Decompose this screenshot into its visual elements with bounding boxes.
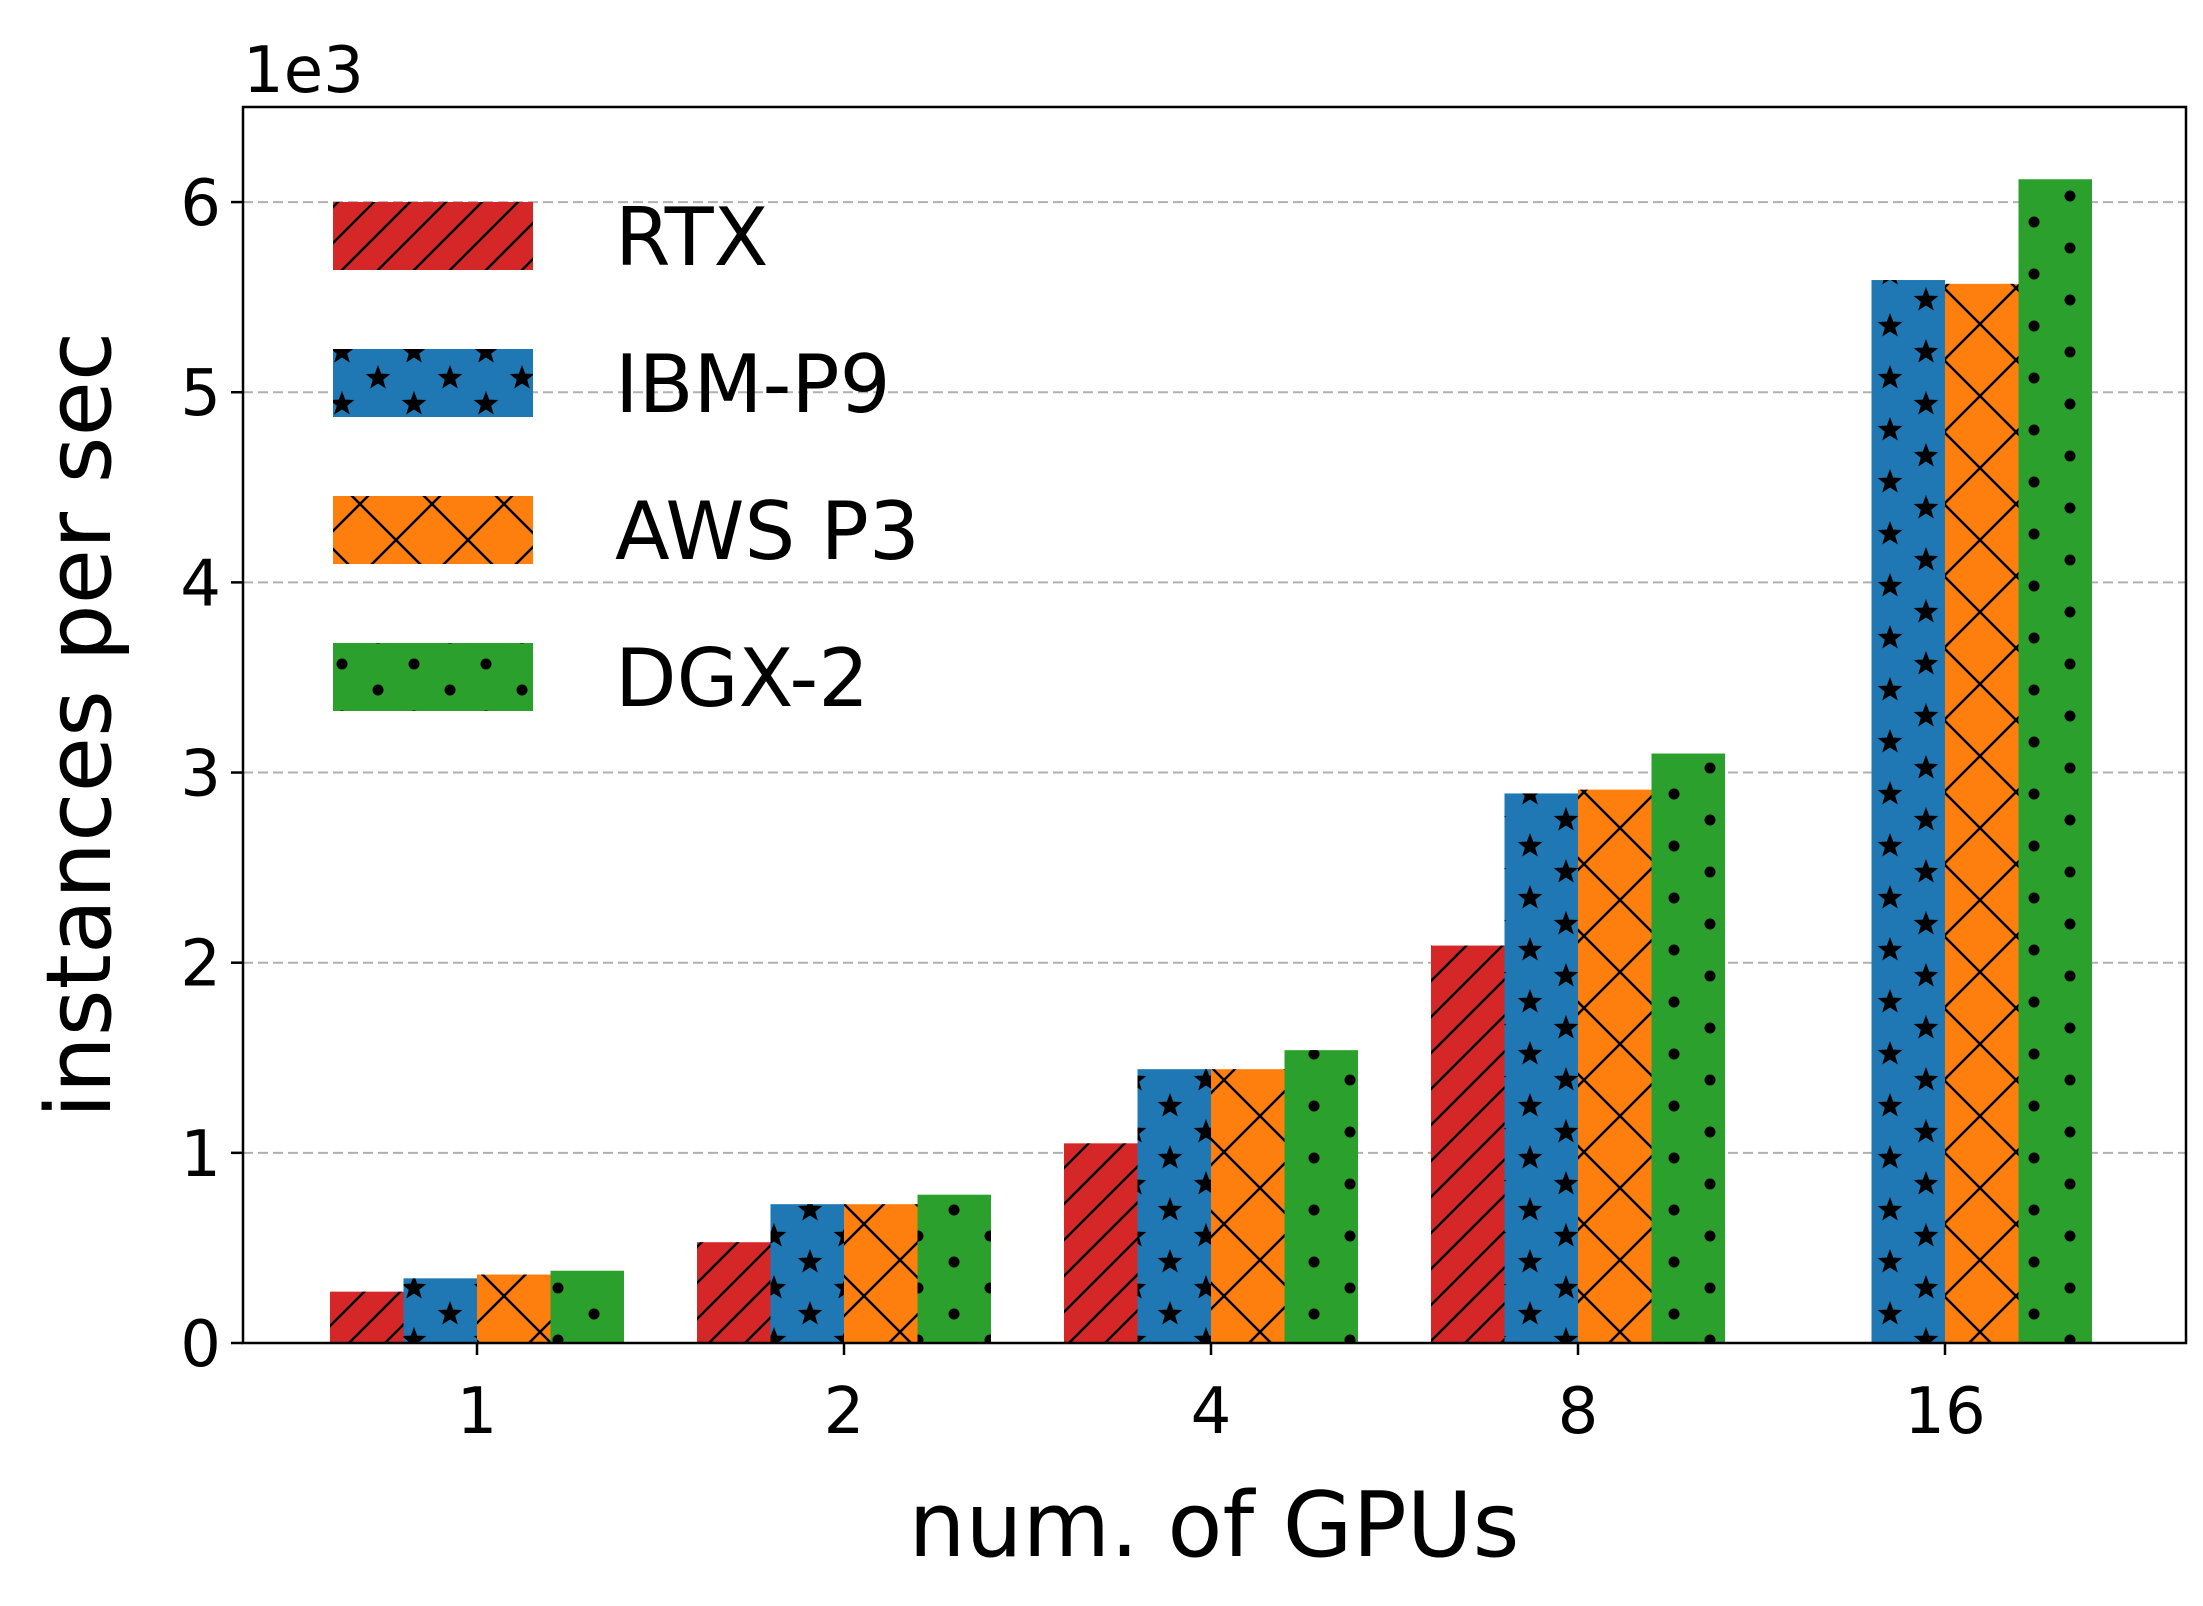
bar-ibm-p9-2 <box>770 1204 844 1343</box>
x-tick-label: 2 <box>824 1375 865 1449</box>
bar-rtx-2 <box>697 1242 771 1343</box>
bar-rtx-8 <box>1431 945 1505 1343</box>
legend-entry-rtx: RTX <box>333 191 768 284</box>
bar-dgx-2-2 <box>917 1194 991 1343</box>
y-tick-label: 5 <box>180 357 221 431</box>
y-tick-label: 0 <box>180 1308 221 1382</box>
bar-aws-p3-8 <box>1578 789 1652 1343</box>
bar-ibm-p9-4 <box>1137 1069 1211 1343</box>
bar-dgx-2-4 <box>1284 1050 1358 1343</box>
bar-dgx-2-8 <box>1651 753 1725 1343</box>
bar-dgx-2-1 <box>550 1270 624 1343</box>
legend-label: RTX <box>615 191 768 284</box>
x-tick-label: 1 <box>457 1375 498 1449</box>
bar-rtx-4 <box>1064 1143 1138 1343</box>
legend-entry-ibm-p9: IBM-P9 <box>333 338 891 431</box>
bar-aws-p3-16 <box>1945 283 2019 1344</box>
legend-entry-dgx-2: DGX-2 <box>333 632 869 725</box>
legend-label: AWS P3 <box>615 485 920 578</box>
y-tick-label: 6 <box>180 167 221 241</box>
bar-ibm-p9-8 <box>1504 793 1578 1343</box>
y-axis-label: instances per sec <box>27 332 132 1119</box>
bar-aws-p3-4 <box>1211 1069 1285 1343</box>
x-axis-ticks: 1 2 4 8 16 <box>457 1343 1986 1449</box>
y-offset-label: 1e3 <box>243 34 364 108</box>
x-tick-label: 4 <box>1191 1375 1232 1449</box>
y-tick-label: 1 <box>180 1118 221 1192</box>
y-tick-label: 2 <box>180 928 221 1002</box>
y-tick-label: 4 <box>180 547 221 621</box>
plot-area-frame <box>241 105 2188 1345</box>
y-gridlines <box>243 201 2186 1154</box>
legend: RTX IBM-P9 AWS P3 DGX-2 <box>333 191 920 725</box>
bar-ibm-p9-1 <box>403 1278 477 1343</box>
legend-label: IBM-P9 <box>615 338 891 431</box>
legend-label: DGX-2 <box>615 632 869 725</box>
bars <box>330 179 2092 1344</box>
bar-aws-p3-2 <box>844 1204 918 1343</box>
bar-ibm-p9-16 <box>1871 280 1945 1343</box>
x-axis-label: num. of GPUs <box>908 1473 1519 1578</box>
bar-aws-p3-1 <box>477 1274 551 1343</box>
legend-entry-aws-p3: AWS P3 <box>333 485 920 578</box>
x-tick-label: 16 <box>1904 1375 1985 1449</box>
bar-rtx-1 <box>330 1291 404 1343</box>
x-tick-label: 8 <box>1558 1375 1599 1449</box>
y-tick-label: 3 <box>180 738 221 812</box>
bar-dgx-2-16 <box>2018 179 2092 1344</box>
y-axis-ticks: 0 1 2 3 4 5 6 <box>180 167 243 1382</box>
